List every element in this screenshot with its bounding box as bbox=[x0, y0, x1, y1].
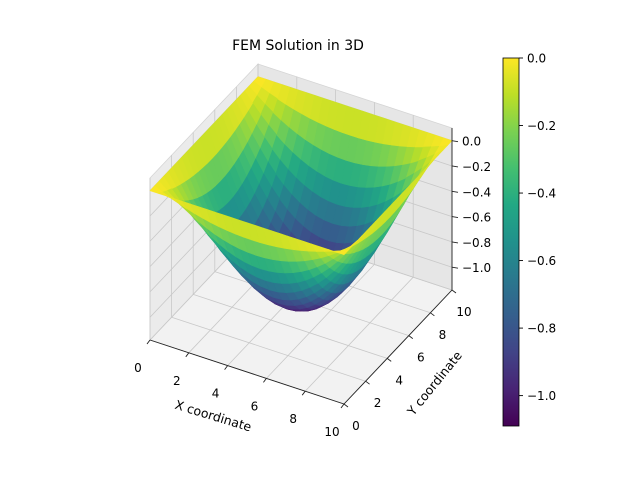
colorbar-tick-label: −0.4 bbox=[527, 187, 556, 201]
y-tick-label: 2 bbox=[374, 396, 382, 410]
colorbar-tick-label: −0.2 bbox=[527, 119, 556, 133]
x-tick-label: 0 bbox=[134, 361, 142, 375]
z-tick-label: −0.4 bbox=[462, 185, 491, 199]
x-tick bbox=[225, 366, 228, 370]
y-tick-label: 6 bbox=[417, 351, 425, 365]
y-tick bbox=[387, 358, 391, 361]
y-tick-label: 8 bbox=[439, 328, 447, 342]
y-tick bbox=[366, 381, 370, 384]
colorbar-tick-label: −1.0 bbox=[527, 389, 556, 403]
colorbar-tick-label: 0.0 bbox=[527, 52, 546, 66]
y-tick-label: 10 bbox=[456, 305, 471, 319]
z-tick bbox=[452, 217, 458, 218]
x-tick-label: 4 bbox=[212, 387, 220, 401]
colorbar-tick-label: −0.6 bbox=[527, 254, 556, 268]
z-tick bbox=[452, 191, 458, 192]
x-axis-label: X coordinate bbox=[173, 397, 253, 435]
z-tick-label: −0.6 bbox=[462, 211, 491, 225]
y-tick bbox=[409, 336, 413, 339]
z-tick-label: 0.0 bbox=[462, 135, 481, 149]
x-tick bbox=[341, 404, 344, 408]
x-tick bbox=[147, 340, 150, 344]
z-tick bbox=[452, 166, 458, 167]
z-tick-label: −0.2 bbox=[462, 160, 491, 174]
y-tick-label: 0 bbox=[352, 419, 360, 433]
z-tick-label: −1.0 bbox=[462, 261, 491, 275]
x-tick bbox=[186, 353, 189, 357]
x-tick bbox=[263, 378, 266, 382]
y-axis-label: Y coordinate bbox=[403, 348, 465, 419]
x-tick-label: 10 bbox=[324, 425, 339, 439]
z-tick bbox=[452, 242, 458, 243]
x-tick-label: 8 bbox=[289, 412, 297, 426]
z-tick bbox=[452, 267, 458, 268]
x-tick-label: 6 bbox=[251, 399, 259, 413]
x-tick bbox=[302, 391, 305, 395]
z-tick bbox=[452, 141, 458, 142]
colorbar: 0.0 −0.2 −0.4 −0.6 −0.8 −1.0 bbox=[503, 52, 556, 427]
chart-title: FEM Solution in 3D bbox=[232, 38, 364, 54]
colorbar-ticks: 0.0 −0.2 −0.4 −0.6 −0.8 −1.0 bbox=[519, 52, 556, 404]
y-tick bbox=[430, 313, 434, 316]
z-tick-label: −0.8 bbox=[462, 236, 491, 250]
y-tick bbox=[452, 290, 456, 293]
y-tick-label: 4 bbox=[395, 373, 403, 387]
colorbar-gradient bbox=[503, 58, 519, 426]
colorbar-tick-label: −0.8 bbox=[527, 322, 556, 336]
x-tick-label: 2 bbox=[173, 374, 181, 388]
y-tick bbox=[344, 404, 348, 407]
